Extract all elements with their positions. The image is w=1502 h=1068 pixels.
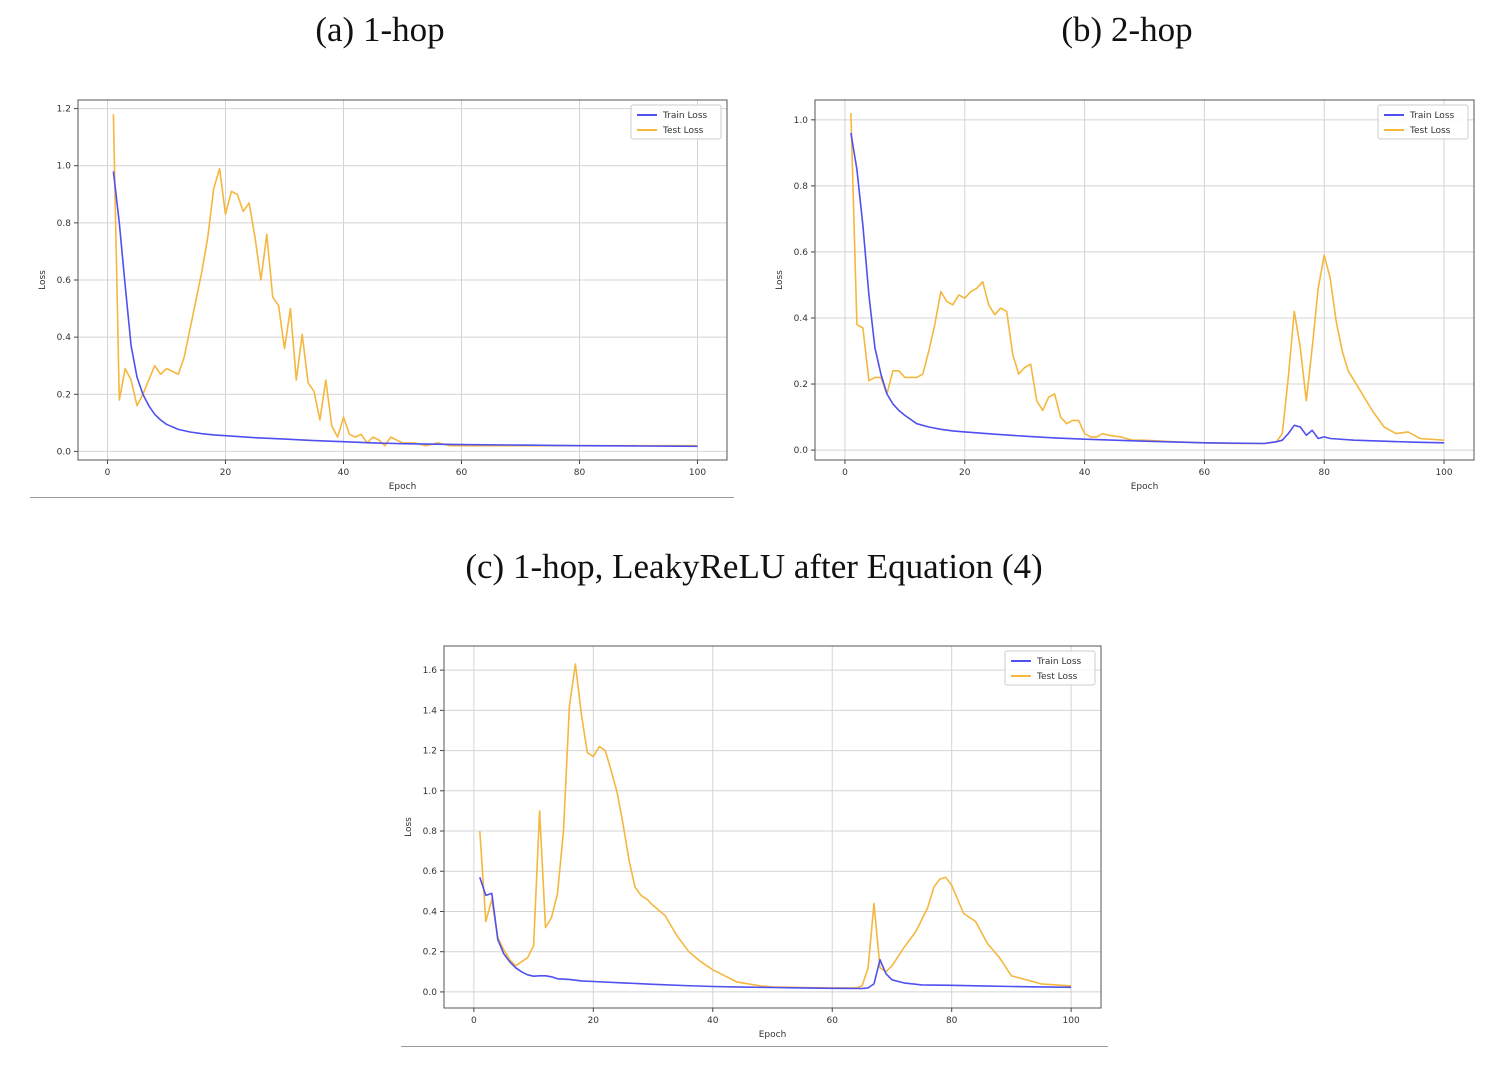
chart-c-legend-label: Test Loss (1036, 672, 1078, 682)
chart-c-xtick-label: 40 (707, 1016, 719, 1026)
chart-c-ytick-label: 1.2 (423, 747, 437, 757)
chart-c-xlabel: Epoch (759, 1030, 787, 1040)
chart-b-train-loss-line (850, 132, 1445, 445)
chart-b-xtick-label: 100 (1435, 468, 1452, 478)
chart-a-xtick-label: 80 (574, 468, 586, 478)
chart-b-xlabel: Epoch (1131, 482, 1159, 492)
chart-c-xtick-label: 20 (588, 1016, 600, 1026)
chart-b-ytick-label: 0.2 (794, 380, 808, 390)
chart-b-xtick-label: 80 (1319, 468, 1331, 478)
chart-a-ytick-label: 0.8 (57, 219, 72, 229)
chart-c-ytick-label: 0.2 (423, 948, 437, 958)
chart-a-ytick-label: 0.0 (57, 447, 72, 457)
chart-c-ytick-label: 0.4 (423, 907, 438, 917)
chart-b-xtick-label: 60 (1199, 468, 1211, 478)
chart-c-train-loss-line (479, 877, 1072, 990)
chart-c-test-loss-line (479, 663, 1072, 989)
chart-a-train-loss-line (112, 171, 698, 448)
chart-c-frame (443, 645, 1102, 1009)
chart-c-xtick-label: 60 (827, 1016, 839, 1026)
chart-b-ytick-label: 0.8 (794, 182, 809, 192)
caption-c: (c) 1-hop, LeakyReLU after Equation (4) (465, 547, 1043, 586)
chart-c-ytick-label: 0.8 (423, 827, 438, 837)
chart-a-xtick-label: 60 (456, 468, 468, 478)
chart-a-xtick-label: 0 (105, 468, 111, 478)
chart-a-xtick-label: 20 (220, 468, 232, 478)
chart-a-frame (77, 99, 728, 461)
chart-a-xtick-label: 40 (338, 468, 350, 478)
divider-a (30, 497, 734, 498)
chart-a-xlabel: Epoch (389, 482, 417, 492)
chart-b-xtick-label: 20 (959, 468, 971, 478)
chart-c-xtick-label: 100 (1063, 1016, 1080, 1026)
chart-a-ylabel: Loss (38, 270, 48, 290)
chart-a-xtick-label: 100 (689, 468, 706, 478)
chart-c-legend-label: Train Loss (1036, 657, 1082, 667)
chart-c-ytick-label: 0.0 (423, 988, 438, 998)
chart-a-legend-label: Train Loss (662, 111, 708, 121)
chart-c-ylabel: Loss (404, 817, 414, 837)
chart-a-ytick-label: 0.2 (57, 390, 71, 400)
divider-c (401, 1046, 1108, 1047)
chart-c-ytick-label: 0.6 (423, 867, 438, 877)
chart-c-ytick-label: 1.0 (423, 787, 438, 797)
chart-c-ytick-label: 1.6 (423, 666, 438, 676)
caption-b: (b) 2-hop (1061, 10, 1193, 49)
chart-b-frame (814, 99, 1475, 461)
chart-b-ytick-label: 0.4 (794, 314, 809, 324)
chart-b-ytick-label: 0.6 (794, 248, 809, 258)
chart-a-ytick-label: 0.6 (57, 276, 72, 286)
chart-a-ytick-label: 1.2 (57, 105, 71, 115)
chart-a-ytick-label: 1.0 (57, 162, 72, 172)
chart-b-ylabel: Loss (775, 270, 785, 290)
chart-b-xtick-label: 40 (1079, 468, 1091, 478)
chart-b-legend-label: Test Loss (1409, 126, 1451, 136)
chart-c-ytick-label: 1.4 (423, 706, 438, 716)
caption-a: (a) 1-hop (315, 10, 445, 49)
chart-b-legend-label: Train Loss (1409, 111, 1455, 121)
chart-b-ytick-label: 1.0 (794, 116, 809, 126)
chart-a-legend-label: Test Loss (662, 126, 704, 136)
chart-c-xtick-label: 0 (471, 1016, 477, 1026)
chart-a-ytick-label: 0.4 (57, 333, 72, 343)
chart-c-xtick-label: 80 (946, 1016, 958, 1026)
chart-b-ytick-label: 0.0 (794, 446, 809, 456)
chart-b-xtick-label: 0 (842, 468, 848, 478)
chart-b-test-loss-line (850, 113, 1445, 445)
